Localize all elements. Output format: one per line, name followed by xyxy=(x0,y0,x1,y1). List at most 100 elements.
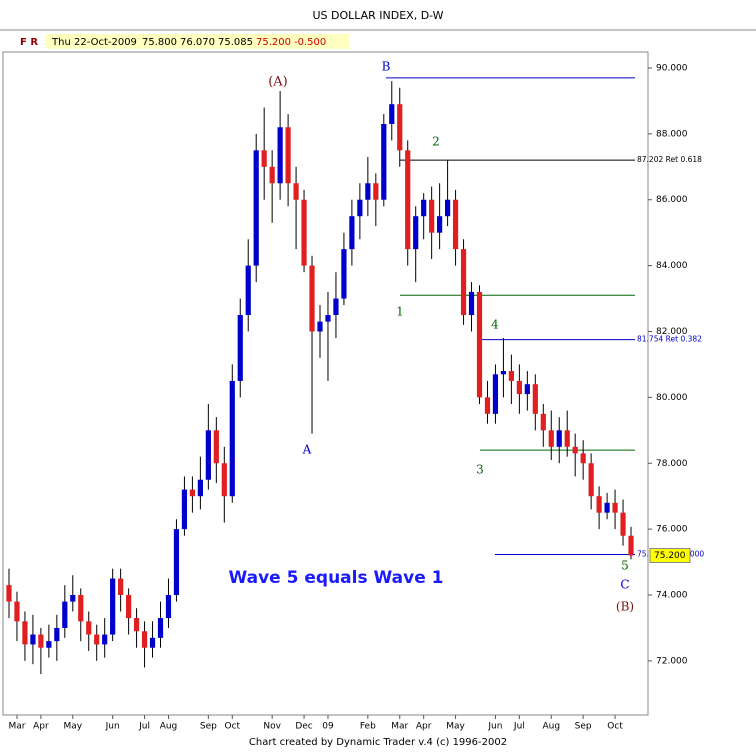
candle-body xyxy=(484,397,491,414)
candle-body xyxy=(540,413,546,431)
candle-body xyxy=(213,430,219,464)
header-high: 76.070 xyxy=(180,37,215,48)
candle-body xyxy=(277,127,283,184)
candle-body xyxy=(532,384,538,414)
level-label: 87.202 Ret 0.618 xyxy=(637,155,702,164)
x-tick-label: May xyxy=(446,722,465,732)
candle-body xyxy=(62,601,68,628)
x-tick-label: Apr xyxy=(33,722,49,732)
candle-body xyxy=(620,512,626,536)
candle-body xyxy=(500,371,507,375)
chart-title: US DOLLAR INDEX, D-W xyxy=(312,9,443,22)
wave-label: (A) xyxy=(268,75,288,90)
candle-body xyxy=(245,265,251,316)
candle-body xyxy=(14,601,20,622)
candle-body xyxy=(165,595,172,619)
candle-body xyxy=(556,430,562,447)
header-open: 75.800 xyxy=(142,37,177,48)
header-close: 75.200 xyxy=(256,37,291,48)
candle-body xyxy=(301,199,307,266)
x-tick-label: Jun xyxy=(487,722,502,732)
header-low: 75.085 xyxy=(218,37,253,48)
candle-body xyxy=(397,104,403,151)
y-tick-label: 78.000 xyxy=(656,459,688,469)
x-tick-label: Oct xyxy=(607,722,623,732)
header-date: Thu 22-Oct-2009 xyxy=(51,37,137,48)
y-tick-label: 88.000 xyxy=(656,129,688,139)
level-label: 81.754 Ret 0.382 xyxy=(637,335,702,344)
candle-body xyxy=(548,430,554,447)
candle-body xyxy=(468,291,475,316)
candle-body xyxy=(596,496,602,513)
x-tick-label: May xyxy=(63,722,82,732)
candle-body xyxy=(357,199,363,217)
candle-body xyxy=(269,166,275,184)
candle-body xyxy=(285,127,291,184)
candle-body xyxy=(580,453,586,464)
candle-body xyxy=(181,489,188,530)
candle-body xyxy=(492,374,499,414)
candle-body xyxy=(30,634,36,645)
wave-label: 5 xyxy=(621,559,629,573)
candle-body xyxy=(70,595,76,602)
candle-body xyxy=(516,380,522,395)
candle-body xyxy=(437,216,443,233)
x-tick-label: Nov xyxy=(263,722,281,732)
wave-label: B xyxy=(382,60,391,74)
wave-label: 1 xyxy=(396,305,404,319)
wave-label: 3 xyxy=(476,463,484,477)
candle-body xyxy=(149,637,156,648)
candle-body xyxy=(612,502,618,513)
candle-body xyxy=(118,578,124,596)
candle-body xyxy=(604,502,610,513)
candle-body xyxy=(373,183,379,200)
candle-body xyxy=(508,371,514,381)
candle-body xyxy=(413,216,419,250)
candle-body xyxy=(444,199,451,217)
candle-body xyxy=(325,315,331,322)
x-tick-label: Dec xyxy=(295,722,312,732)
candle-body xyxy=(38,634,44,648)
x-tick-label: Jul xyxy=(138,722,150,732)
candle-body xyxy=(157,618,164,638)
candle-body xyxy=(572,446,578,454)
candle-body xyxy=(6,585,12,602)
y-tick-label: 80.000 xyxy=(656,393,688,403)
y-tick-label: 86.000 xyxy=(656,195,688,205)
y-tick-label: 76.000 xyxy=(656,525,688,535)
x-tick-label: Sep xyxy=(575,722,592,732)
candle-body xyxy=(173,529,180,596)
candle-body xyxy=(126,595,132,619)
wave-label: (B) xyxy=(616,600,634,614)
candle-body xyxy=(460,249,467,316)
candle-body xyxy=(524,384,530,395)
candle-body xyxy=(341,249,347,299)
candle-body xyxy=(429,199,435,233)
candle-body xyxy=(205,430,211,480)
candle-body xyxy=(78,595,84,622)
candle-body xyxy=(588,463,594,497)
x-tick-label: Mar xyxy=(8,722,25,732)
x-tick-label: Apr xyxy=(416,722,432,732)
y-tick-label: 72.000 xyxy=(656,656,688,666)
candle-body xyxy=(237,315,243,381)
candle-body xyxy=(110,578,116,635)
x-tick-label: Aug xyxy=(542,722,560,732)
candle-body xyxy=(365,183,371,200)
candle-body xyxy=(46,641,52,648)
wave-label: 4 xyxy=(491,318,499,332)
x-tick-label: Aug xyxy=(160,722,178,732)
candle-body xyxy=(229,380,235,497)
x-tick-label: Oct xyxy=(224,722,240,732)
x-tick-label: Sep xyxy=(200,722,217,732)
candle-body xyxy=(389,104,395,124)
x-tick-label: Feb xyxy=(360,722,376,732)
x-tick-label: Mar xyxy=(391,722,408,732)
wave-label: 2 xyxy=(432,135,440,149)
candle-body xyxy=(189,489,196,497)
wave-label: A xyxy=(302,443,312,457)
x-tick-label: Jul xyxy=(513,722,525,732)
